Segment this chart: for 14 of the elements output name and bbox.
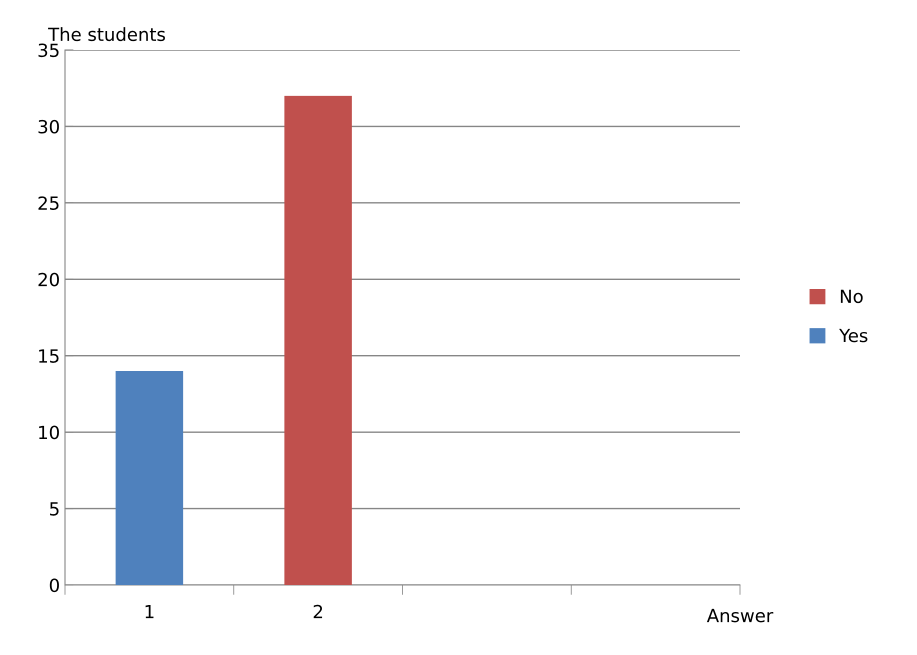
x-tick-label: 2 <box>314 604 322 618</box>
legend-label: Yes <box>839 328 868 342</box>
legend-label: No <box>840 290 863 304</box>
y-tick-label: 0 <box>50 578 59 592</box>
y-tick-label: 35 <box>38 43 59 58</box>
y-axis-title: The students <box>48 27 165 42</box>
y-tick-label: 15 <box>39 349 59 363</box>
x-axis-title: Answer <box>706 608 774 622</box>
y-tick-label: 30 <box>38 120 59 134</box>
y-tick-label: 5 <box>50 502 59 516</box>
y-tick-label: 20 <box>38 272 59 286</box>
y-tick-label: 25 <box>38 196 59 210</box>
y-tick-label: 10 <box>39 426 59 440</box>
x-tick-label: 1 <box>146 605 154 618</box>
